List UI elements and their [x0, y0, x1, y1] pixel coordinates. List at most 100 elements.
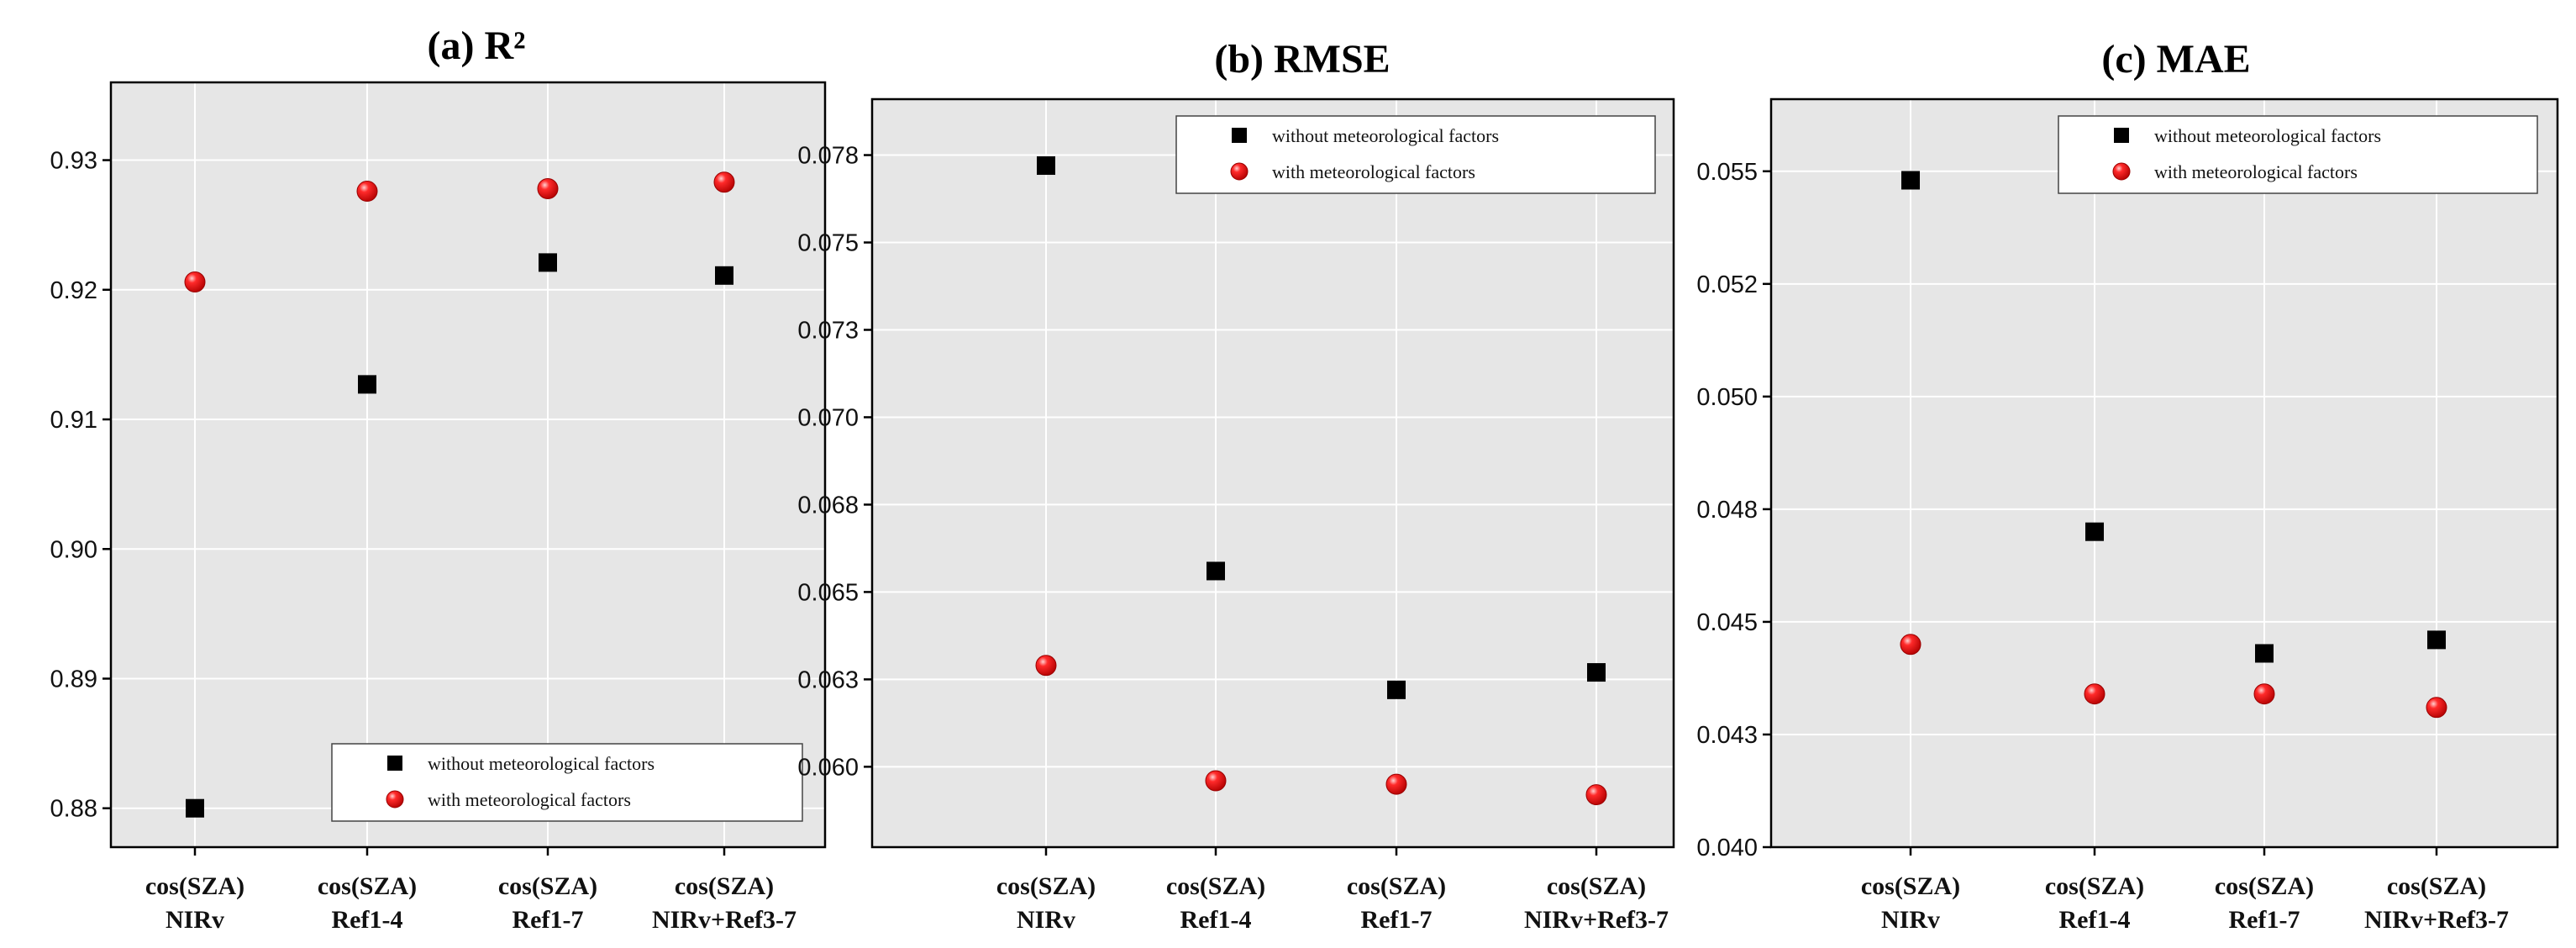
legend-symbol-without — [1232, 128, 1247, 143]
data-point-without — [1037, 156, 1055, 176]
data-point-with — [1205, 770, 1227, 792]
data-point-without — [358, 375, 376, 394]
legend-box — [1175, 115, 1656, 194]
x-category-label: NIRv — [166, 906, 224, 934]
data-point-without — [1901, 171, 1920, 190]
y-tick-label: 0.040 — [1696, 835, 1758, 861]
data-point-without — [1387, 680, 1406, 699]
chart-panel-c: (c) MAE 0.0400.0430.0450.0480.0500.0520.… — [1696, 37, 2559, 934]
y-tick-label: 0.92 — [50, 277, 97, 304]
plot-area: 0.88 0.89 0.90 0.91 0.92 0.93 — [50, 81, 827, 856]
legend-symbol-with — [386, 790, 404, 808]
data-point-with — [1385, 773, 1407, 795]
x-category-label: cos(SZA) — [2387, 872, 2486, 900]
plot-background — [111, 82, 825, 847]
chart-panel-a: (a) R² 0.88 0.89 0.90 0.91 0.92 0.93 cos(SZA)… — [50, 24, 827, 934]
y-tick-label: 0.88 — [50, 796, 97, 823]
x-category-label: cos(SZA) — [1166, 872, 1265, 900]
x-axis-labels: cos(SZA) NIRv cos(SZA) Ref1-4 cos(SZA) Ref1-7… — [1861, 872, 2509, 934]
x-category-label: Ref1-4 — [1180, 906, 1252, 934]
chart-title: (c) MAE — [2101, 37, 2250, 82]
y-tick-label: 0.91 — [50, 407, 97, 434]
y-tick-label: 0.055 — [1696, 159, 1758, 186]
y-tick-label: 0.052 — [1696, 271, 1758, 298]
x-category-label: NIRv+Ref3-7 — [1524, 906, 1669, 934]
plot-background — [872, 99, 1674, 847]
plot-area: 0.040 0.043 0.045 0.048 0.050 0.052 0.055 — [1696, 97, 2559, 861]
data-point-with — [184, 271, 206, 293]
legend-label-with: with meteorological factors — [428, 789, 631, 810]
y-tick-label: 0.070 — [797, 404, 859, 431]
y-tick-label: 0.065 — [797, 579, 859, 606]
y-tick-label: 0.060 — [797, 754, 859, 781]
y-tick-label: 0.043 — [1696, 722, 1758, 749]
chart-title: (a) R² — [427, 24, 525, 68]
data-point-with — [713, 171, 735, 193]
legend: without meteorological factors with mete… — [1175, 115, 1656, 194]
data-point-without — [715, 266, 733, 285]
legend-label-without: without meteorological factors — [1272, 125, 1499, 146]
plot-frame — [1769, 97, 2559, 849]
legend-label-with: with meteorological factors — [2154, 161, 2358, 182]
y-tick-label: 0.90 — [50, 536, 97, 563]
x-category-label: NIRv+Ref3-7 — [2364, 906, 2509, 934]
data-point-with — [1035, 655, 1057, 677]
chart-title: (b) RMSE — [1214, 37, 1390, 82]
data-point-with — [1900, 634, 1921, 656]
x-category-label: Ref1-4 — [2059, 906, 2131, 934]
x-category-label: Ref1-7 — [513, 906, 584, 934]
legend-symbol-without — [387, 756, 402, 771]
data-point-with — [356, 181, 378, 203]
y-tick-label: 0.073 — [797, 317, 859, 344]
legend-symbol-without — [2114, 128, 2129, 143]
plot-frame — [870, 97, 1675, 849]
legend: without meteorological factors with mete… — [331, 743, 803, 822]
y-tick-label: 0.050 — [1696, 384, 1758, 411]
legend-label-without: without meteorological factors — [428, 753, 655, 774]
x-category-label: cos(SZA) — [2215, 872, 2314, 900]
y-tick-label: 0.078 — [797, 143, 859, 170]
x-category-label: cos(SZA) — [145, 872, 244, 900]
x-category-label: Ref1-7 — [2229, 906, 2300, 934]
data-point-with — [2084, 683, 2105, 705]
x-category-label: Ref1-7 — [1361, 906, 1433, 934]
x-category-label: NIRv — [1017, 906, 1075, 934]
x-category-label: NIRv — [1881, 906, 1940, 934]
y-tick-label: 0.075 — [797, 230, 859, 257]
plot-area: 0.060 0.063 0.065 0.068 0.070 0.073 0.075 0.078 — [797, 97, 1675, 856]
plot-frame — [109, 81, 827, 849]
legend: without meteorological factors with mete… — [2058, 115, 2538, 194]
data-point-without — [539, 253, 557, 272]
y-tick-label: 0.068 — [797, 492, 859, 519]
y-tick-label: 0.048 — [1696, 497, 1758, 524]
legend-label-with: with meteorological factors — [1272, 161, 1475, 182]
data-point-with — [2426, 697, 2447, 719]
data-point-with — [537, 177, 559, 199]
chart-panel-b: (b) RMSE 0.0600.0630.0650.0680.0700.0730… — [797, 37, 1675, 934]
data-point-without — [186, 798, 204, 818]
data-point-with — [2253, 683, 2275, 705]
data-point-without — [2255, 644, 2274, 663]
legend-box — [2058, 115, 2538, 194]
y-tick-label: 0.89 — [50, 666, 97, 693]
y-tick-label: 0.063 — [797, 666, 859, 693]
x-category-label: cos(SZA) — [318, 872, 417, 900]
data-point-without — [1587, 663, 1606, 682]
legend-label-without: without meteorological factors — [2154, 125, 2381, 146]
legend-symbol-with — [1230, 162, 1249, 181]
data-point-without — [1207, 561, 1225, 581]
x-category-label: cos(SZA) — [996, 872, 1096, 900]
x-category-label: cos(SZA) — [1547, 872, 1646, 900]
x-category-label: Ref1-4 — [332, 906, 403, 934]
x-category-label: cos(SZA) — [675, 872, 774, 900]
y-tick-label: 0.045 — [1696, 609, 1758, 636]
plot-background — [1771, 99, 2558, 847]
x-category-label: cos(SZA) — [1347, 872, 1446, 900]
x-axis-labels: cos(SZA) NIRv cos(SZA) Ref1-4 cos(SZA) Ref1-7… — [996, 872, 1669, 934]
legend-box — [331, 743, 803, 822]
x-axis-labels: cos(SZA) NIRv cos(SZA) Ref1-4 cos(SZA) Ref1-7… — [145, 872, 796, 934]
data-point-without — [2085, 522, 2104, 541]
data-point-with — [1585, 784, 1607, 806]
y-tick-label: 0.93 — [50, 148, 97, 175]
